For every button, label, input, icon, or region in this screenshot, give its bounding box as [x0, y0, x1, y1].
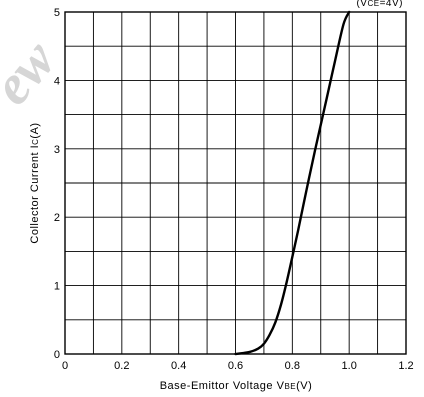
x-tick-label: 0.4 [171, 360, 186, 372]
y-axis-ticks: 0 1 2 3 4 5 [54, 7, 60, 361]
x-tick-label: 1.0 [342, 360, 357, 372]
x-axis-label: Base-Emittor Voltage VBE(V) [160, 380, 313, 392]
y-tick-label: 5 [54, 7, 60, 19]
y-tick-label: 0 [54, 349, 60, 361]
x-tick-label: 1.2 [398, 360, 413, 372]
x-tick-label: 0.6 [228, 360, 243, 372]
y-axis-label: Collector Current IC(A) [29, 122, 41, 243]
y-tick-label: 4 [54, 75, 60, 87]
y-tick-label: 2 [54, 212, 60, 224]
x-tick-label: 0.8 [285, 360, 300, 372]
x-tick-label: 0.2 [114, 360, 129, 372]
grid [65, 12, 406, 354]
x-axis-ticks: 0 0.2 0.4 0.6 0.8 1.0 1.2 [62, 360, 414, 372]
condition-label: (VCE=4V) [356, 0, 403, 9]
y-tick-label: 3 [54, 144, 60, 156]
series-line [234, 10, 351, 356]
y-tick-label: 1 [54, 281, 60, 293]
x-tick-label: 0 [62, 360, 68, 372]
